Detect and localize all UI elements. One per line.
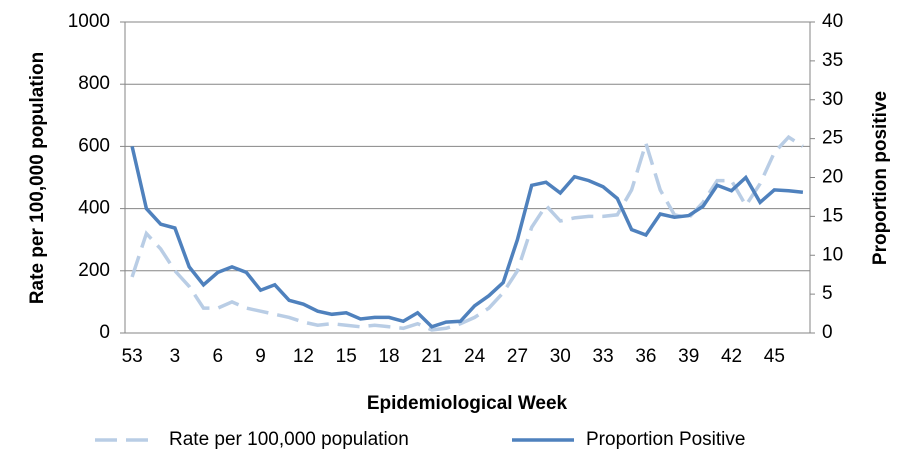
x-tick-label: 33 (593, 346, 614, 367)
y2-tick-label: 25 (822, 128, 843, 149)
x-tick-label: 15 (336, 346, 357, 367)
x-tick-label: 39 (678, 346, 699, 367)
y-tick-label: 0 (99, 322, 110, 343)
legend-label: Proportion Positive (586, 429, 745, 450)
x-tick-label: 21 (421, 346, 442, 367)
y2-tick-label: 15 (822, 205, 843, 226)
x-tick-label: 6 (212, 346, 223, 367)
y2-tick-label: 40 (822, 11, 843, 32)
y2-tick-label: 10 (822, 244, 843, 265)
x-tick-label: 53 (122, 346, 143, 367)
x-tick-label: 45 (764, 346, 785, 367)
y2-tick-label: 0 (822, 322, 833, 343)
x-axis-title: Epidemiological Week (367, 393, 568, 414)
x-tick-label: 9 (255, 346, 266, 367)
y-tick-label: 800 (78, 73, 110, 94)
y2-tick-label: 5 (822, 283, 833, 304)
series-line (130, 146, 804, 329)
x-tick-label: 30 (550, 346, 571, 367)
y-tick-label: 400 (78, 198, 110, 219)
legend-label: Rate per 100,000 population (169, 429, 409, 450)
x-tick-label: 27 (507, 346, 528, 367)
x-tick-label: 18 (378, 346, 399, 367)
y2-tick-label: 30 (822, 89, 843, 110)
y-axis-title: Rate per 100,000 population (27, 52, 48, 304)
y2-tick-label: 35 (822, 50, 843, 71)
y-tick-label: 600 (78, 135, 110, 156)
x-tick-label: 24 (464, 346, 486, 367)
y2-tick-label: 20 (822, 167, 843, 188)
x-tick-label: 3 (170, 346, 181, 367)
x-tick-label: 36 (635, 346, 656, 367)
series-line (130, 134, 804, 332)
y-tick-label: 1000 (68, 11, 110, 32)
x-tick-label: 12 (293, 346, 314, 367)
x-tick-label: 42 (721, 346, 742, 367)
y-tick-label: 200 (78, 260, 110, 281)
y2-axis-title: Proportion positive (870, 91, 891, 265)
